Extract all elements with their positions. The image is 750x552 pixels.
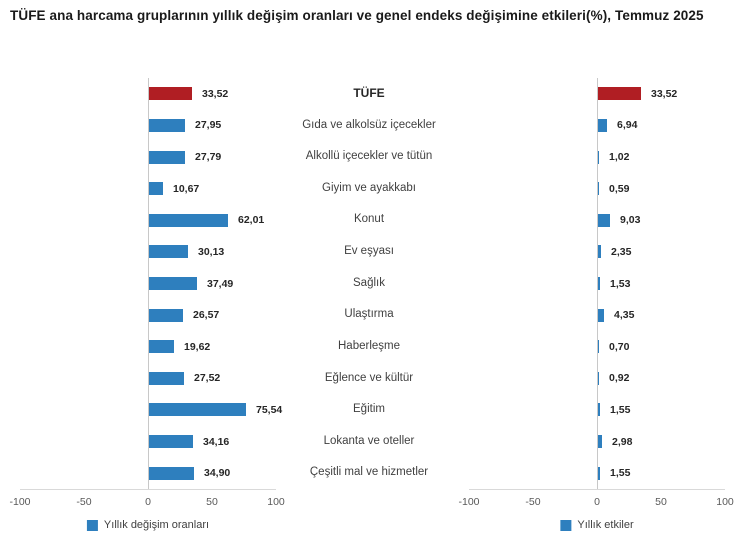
category-label-Eğitim: Eğitim [353, 403, 385, 415]
value-label: 30,13 [198, 245, 225, 258]
bar-Alkollü içecekler ve tütün [598, 151, 599, 164]
category-label-Sağlık: Sağlık [353, 277, 385, 289]
left-chart-panel: 33,52 27,95 27,79 10,67 62,01 30,13 37,49 26,57… [20, 78, 282, 490]
value-label: 26,57 [193, 309, 220, 322]
x-axis-baseline [20, 489, 276, 490]
tick-label: 100 [267, 496, 285, 508]
bar-Çeşitli mal ve hizmetler [598, 467, 600, 480]
bar-Ulaştırma [598, 309, 604, 322]
value-label: 37,49 [207, 277, 234, 290]
bar-Alkollü içecekler ve tütün [149, 151, 185, 164]
legend-label: Yıllık değişim oranları [103, 519, 210, 531]
value-label: 0,70 [609, 340, 630, 353]
bar-Sağlık [598, 277, 600, 290]
bar-Ulaştırma [149, 309, 183, 322]
tick-label: 100 [716, 496, 734, 508]
bar-Ev eşyası [149, 245, 188, 258]
category-label-Alkollü içecekler ve tütün: Alkollü içecekler ve tütün [305, 150, 433, 162]
bar-Gıda ve alkolsüz içecekler [598, 119, 607, 132]
tick-label: -50 [525, 496, 541, 508]
value-label: 9,03 [620, 214, 641, 227]
legend-label: Yıllık etkiler [577, 519, 634, 531]
chart-title: TÜFE ana harcama gruplarının yıllık deği… [10, 8, 704, 23]
value-label: 0,92 [609, 372, 630, 385]
tick-label: 50 [206, 496, 218, 508]
bar-Eğitim [598, 403, 600, 416]
legend-annual-effects: Yıllık etkiler [560, 519, 634, 531]
category-label-Ulaştırma: Ulaştırma [344, 308, 394, 320]
value-label: 27,79 [195, 151, 222, 164]
bar-Lokanta ve oteller [598, 435, 602, 448]
tick-label: -50 [76, 496, 92, 508]
category-label-Lokanta ve oteller: Lokanta ve oteller [323, 435, 415, 447]
value-label: 6,94 [617, 119, 638, 132]
value-label: 75,54 [256, 403, 283, 416]
category-label-Giyim ve ayakkabı: Giyim ve ayakkabı [322, 182, 416, 194]
value-label: 0,59 [609, 182, 630, 195]
value-label: 34,16 [203, 435, 230, 448]
bar-Çeşitli mal ve hizmetler [149, 467, 194, 480]
bar-Haberleşme [149, 340, 174, 353]
bar-Giyim ve ayakkabı [149, 182, 163, 195]
value-label: 33,52 [202, 87, 229, 100]
category-label-Eğlence ve kültür: Eğlence ve kültür [324, 372, 414, 384]
category-label-Konut: Konut [353, 213, 385, 225]
category-label-Çeşitli mal ve hizmetler: Çeşitli mal ve hizmetler [309, 466, 429, 478]
value-label: 1,53 [610, 277, 631, 290]
bar-Ev eşyası [598, 245, 601, 258]
bar-Giyim ve ayakkabı [598, 182, 599, 195]
bar-Eğlence ve kültür [598, 372, 599, 385]
value-label: 10,67 [173, 182, 200, 195]
value-label: 2,98 [612, 435, 633, 448]
value-label: 4,35 [614, 309, 635, 322]
legend-swatch-icon [86, 519, 98, 531]
category-labels: TÜFE Gıda ve alkolsüz içecekler Alkollü iç… [278, 78, 460, 489]
bar-Konut [149, 214, 228, 227]
value-label: 19,62 [184, 340, 211, 353]
category-label-Ev eşyası: Ev eşyası [344, 245, 394, 257]
tick-label: -100 [458, 496, 480, 508]
value-label: 27,52 [194, 372, 221, 385]
value-label: 27,95 [195, 119, 222, 132]
bar-Haberleşme [598, 340, 599, 353]
bar-Konut [598, 214, 610, 227]
bar-TÜFE [598, 87, 641, 100]
zero-axis-line [148, 78, 149, 489]
tick-label: 0 [594, 496, 600, 508]
bar-Eğitim [149, 403, 246, 416]
tick-label: 0 [145, 496, 151, 508]
bar-Sağlık [149, 277, 197, 290]
value-label: 1,02 [609, 151, 630, 164]
legend-annual-change: Yıllık değişim oranları [86, 519, 210, 531]
value-label: 62,01 [238, 214, 265, 227]
category-label-Gıda ve alkolsüz içecekler: Gıda ve alkolsüz içecekler [302, 119, 436, 131]
bar-Eğlence ve kültür [149, 372, 184, 385]
value-label: 1,55 [610, 403, 631, 416]
value-label: 2,35 [611, 245, 632, 258]
bar-Lokanta ve oteller [149, 435, 193, 448]
bar-TÜFE [149, 87, 192, 100]
tick-label: -100 [9, 496, 31, 508]
value-label: 1,55 [610, 467, 631, 480]
x-axis-baseline [469, 489, 725, 490]
category-label-Haberleşme: Haberleşme [338, 340, 400, 352]
value-label: 33,52 [651, 87, 678, 100]
right-chart-panel: 33,52 6,94 1,02 0,59 9,03 2,35 1,53 4,35 0,70 0,9… [469, 78, 725, 490]
category-label-TÜFE: TÜFE [353, 86, 385, 100]
tick-label: 50 [655, 496, 667, 508]
bar-Gıda ve alkolsüz içecekler [149, 119, 185, 132]
value-label: 34,90 [204, 467, 231, 480]
legend-swatch-icon [560, 519, 572, 531]
zero-axis-line [597, 78, 598, 489]
